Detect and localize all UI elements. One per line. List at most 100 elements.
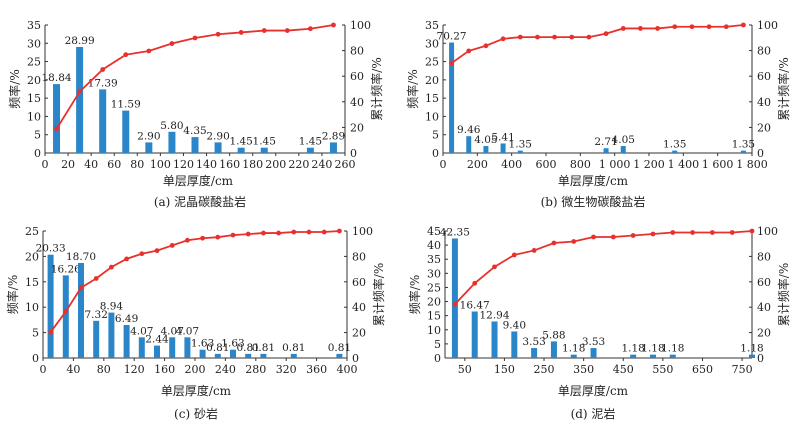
bar-data-label: 11.59: [111, 99, 141, 111]
cumulative-point: [689, 24, 695, 30]
x-tick-label: 260: [335, 158, 356, 171]
cumulative-point: [63, 309, 69, 314]
y-tick-label: 5: [34, 129, 41, 142]
bar: [669, 354, 676, 358]
cumulative-point: [123, 52, 129, 58]
x-tick-label: 120: [124, 363, 145, 376]
y-tick-label: 10: [427, 324, 441, 337]
bar: [550, 341, 557, 358]
bar-data-label: 6.49: [115, 313, 138, 325]
bar-data-label: 4.05: [612, 134, 635, 146]
cumulative-point: [749, 228, 755, 234]
x-tick-label: 0: [440, 158, 447, 171]
cumulative-point: [200, 235, 206, 241]
cumulative-point: [230, 232, 236, 238]
cumulative-point: [630, 233, 636, 238]
cumulative-point: [591, 234, 596, 240]
bar-data-label: 0.81: [328, 342, 351, 354]
cumulative-point: [215, 234, 221, 240]
bar: [620, 146, 626, 153]
cumulative-point: [331, 22, 336, 28]
bar: [630, 354, 637, 358]
y2-axis-title: 累计频率/%: [776, 263, 791, 326]
y-tick-label: 10: [425, 110, 439, 123]
x-tick-label: 1 600: [702, 158, 734, 171]
x-tick-label: 280: [245, 363, 266, 376]
bar: [451, 238, 458, 358]
cumulative-point: [517, 34, 523, 40]
cumulative-point: [709, 230, 715, 235]
bar-data-label: 4.07: [176, 325, 199, 337]
cumulative-point: [48, 329, 53, 335]
bar-data-label: 0.81: [206, 342, 229, 354]
bar-data-label: 1.18: [562, 343, 585, 355]
bar: [336, 353, 343, 358]
bar-data-label: 4.05: [474, 134, 497, 146]
bar-data-label: 2.71: [594, 136, 617, 148]
x-tick-label: 250: [534, 363, 555, 376]
bar-data-label: 2.44: [145, 334, 169, 346]
cumulative-line: [454, 230, 753, 305]
x-tick-label: 200: [185, 363, 206, 376]
x-tick-label: 160: [219, 158, 240, 171]
y2-tick-label: 80: [350, 45, 364, 58]
bar: [108, 312, 115, 358]
cumulative-point: [139, 251, 145, 257]
x-tick-label: 450: [613, 363, 634, 376]
bar-data-label: 18.70: [66, 251, 96, 263]
y2-tick-label: 0: [757, 147, 764, 160]
x-tick-label: 600: [536, 158, 557, 171]
y-tick-label: 5: [32, 327, 39, 340]
cumulative-point: [307, 26, 313, 32]
x-tick-label: 120: [173, 158, 194, 171]
y-axis-title: 频率/%: [7, 69, 22, 108]
cumulative-point: [337, 228, 342, 234]
cumulative-point: [245, 231, 251, 237]
bar: [449, 42, 455, 153]
y-axis-title: 频率/%: [407, 275, 422, 314]
x-tick-label: 220: [288, 158, 309, 171]
cumulative-point: [638, 26, 643, 31]
bar: [590, 348, 597, 358]
bar-data-label: 18.84: [42, 72, 72, 84]
bar-data-label: 1.63: [221, 338, 244, 350]
bar: [123, 325, 130, 358]
cumulative-line: [451, 24, 744, 64]
cumulative-point: [154, 248, 160, 254]
bar: [154, 345, 160, 358]
bar: [260, 147, 268, 153]
x-tick-label: 1 200: [633, 158, 665, 171]
bar-data-label: 5.80: [160, 120, 183, 132]
x-tick-label: 320: [276, 363, 297, 376]
y-tick-label: 25: [425, 56, 439, 69]
cumulative-point: [650, 231, 656, 237]
bar: [517, 150, 523, 153]
cumulative-point: [492, 264, 497, 270]
cumulative-point: [500, 36, 506, 42]
bar-data-label: 0.81: [252, 342, 275, 354]
x-axis-title: 单层厚度/cm: [558, 173, 629, 188]
bar-data-label: 1.63: [191, 338, 214, 350]
bar-data-label: 16.47: [460, 300, 490, 312]
bar: [500, 143, 506, 153]
y2-tick-label: 20: [350, 121, 364, 134]
cumulative-point: [169, 243, 175, 248]
bar: [329, 142, 337, 153]
y-tick-label: 15: [25, 276, 39, 289]
cumulative-point: [169, 41, 175, 46]
y-tick-label: 0: [32, 352, 39, 365]
bar-data-label: 2.90: [206, 130, 229, 142]
bar-data-label: 4.07: [161, 325, 184, 337]
bar-data-label: 1.35: [663, 139, 686, 151]
bar: [93, 320, 100, 358]
bar: [199, 349, 206, 358]
bar-data-label: 70.27: [437, 31, 467, 43]
bar: [511, 331, 518, 358]
cumulative-point: [78, 285, 84, 291]
y2-tick-label: 20: [757, 121, 771, 134]
y-tick-label: 0: [432, 147, 439, 160]
cumulative-point: [511, 252, 517, 258]
bar: [230, 349, 236, 358]
cumulative-point: [531, 248, 537, 253]
bar: [649, 354, 656, 358]
